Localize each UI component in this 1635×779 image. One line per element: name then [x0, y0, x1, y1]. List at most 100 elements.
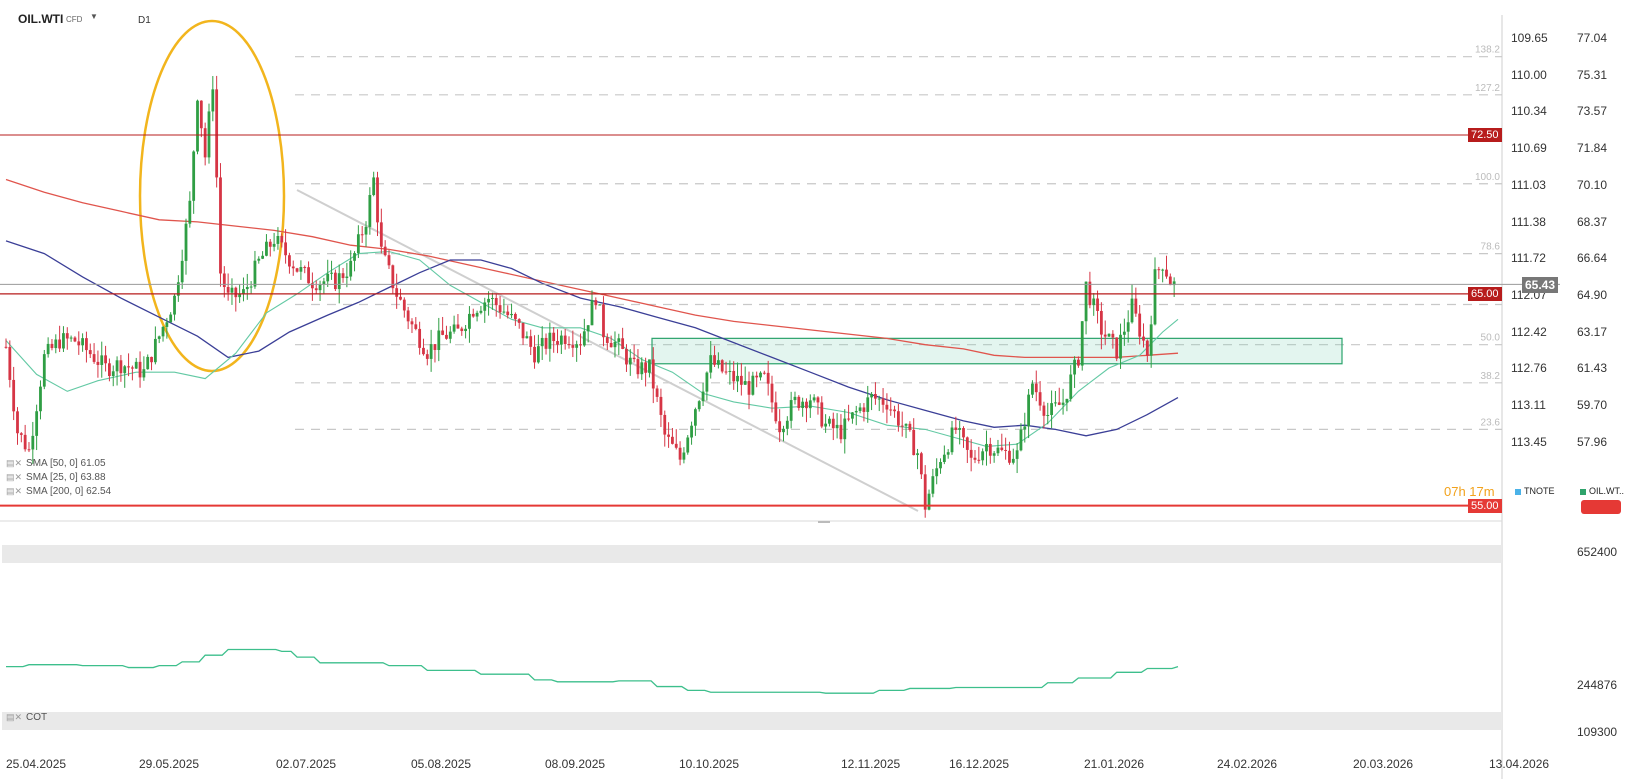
candle-body [881, 398, 885, 405]
candle-body [437, 330, 441, 350]
candle-body [349, 260, 353, 277]
compare-legend-tnote[interactable]: TNOTE [1515, 486, 1555, 496]
candle-body [1038, 392, 1042, 406]
compare-legend-oil[interactable]: OIL.WT.. [1580, 486, 1624, 496]
chevron-down-icon[interactable]: ▼ [90, 12, 98, 21]
candle-body [935, 468, 939, 477]
candle-body [54, 339, 58, 349]
candle-body [1165, 269, 1168, 277]
candle-body [1011, 458, 1015, 463]
candle-body [732, 370, 736, 382]
candle-body [192, 151, 196, 201]
price-marker-72-50[interactable]: 72.50 [1468, 128, 1502, 143]
candle-body [276, 235, 280, 244]
candle-body [981, 451, 985, 461]
indicator-sma50[interactable]: ▤✕ SMA [50, 0] 61.05 [6, 457, 106, 470]
candle-body [586, 325, 590, 332]
candle-body [962, 428, 965, 438]
settings-icon[interactable]: ▤✕ [6, 712, 23, 722]
candle-body [736, 375, 739, 382]
settings-icon[interactable]: ▤✕ [6, 458, 23, 468]
candle-body [521, 322, 525, 339]
candle-body [456, 324, 460, 329]
candle-body [364, 226, 368, 235]
compare-tick-label: 110.34 [1511, 104, 1547, 119]
candle-body [778, 421, 782, 433]
symbol-label[interactable]: OIL.WTI [18, 12, 64, 26]
candle-body [1069, 374, 1073, 399]
candle-body [782, 428, 785, 433]
candle-body [1092, 298, 1096, 306]
candle-body [950, 427, 954, 453]
candle-body [111, 371, 115, 377]
candle-body [923, 474, 927, 510]
candle-body [866, 397, 870, 412]
candle-body [889, 409, 893, 411]
fib-label: 78.6 [1481, 242, 1501, 253]
candle-body [506, 311, 510, 316]
candle-body [383, 246, 387, 256]
candle-body [701, 391, 705, 402]
candle-body [161, 326, 165, 337]
candle-body [1080, 321, 1084, 366]
price-tick-label: 75.31 [1577, 67, 1608, 82]
settings-icon[interactable]: ▤✕ [6, 486, 23, 496]
compare-tick-label: 109.65 [1511, 30, 1548, 45]
candle-body [261, 255, 265, 259]
fib-label: 50.0 [1481, 333, 1501, 344]
candle-body [544, 337, 548, 349]
candle-body [900, 425, 904, 427]
candle-body [992, 453, 996, 456]
candle-body [870, 394, 873, 398]
support-zone[interactable] [651, 337, 1343, 365]
candle-body [92, 354, 96, 362]
settings-icon[interactable]: ▤✕ [6, 472, 23, 482]
compare-tick-label: 110.69 [1511, 141, 1547, 156]
candle-body [502, 311, 506, 313]
candle-body [862, 407, 866, 412]
candle-body [563, 335, 567, 345]
candle-body [1050, 403, 1053, 416]
candle-body [429, 344, 433, 359]
alert-button[interactable] [1581, 500, 1621, 514]
candle-body [651, 359, 655, 389]
price-tick-label: 57.96 [1577, 434, 1608, 449]
candle-body [766, 372, 770, 384]
trendline [296, 189, 919, 512]
candle-body [291, 266, 295, 269]
cot-band-bottom [2, 712, 1502, 730]
candle-body [816, 397, 820, 403]
candle-body [58, 339, 62, 349]
cot-tick-label: 109300 [1577, 725, 1618, 739]
candle-body [1111, 333, 1115, 338]
candle-body [510, 313, 513, 316]
price-marker-65-00[interactable]: 65.00 [1468, 286, 1502, 301]
candle-body [575, 344, 579, 348]
candle-body [1126, 322, 1130, 332]
horizontal-price-lines[interactable] [0, 134, 1560, 507]
indicator-sma25[interactable]: ▤✕ SMA [25, 0] 63.88 [6, 471, 106, 484]
candle-body [253, 260, 257, 287]
candle-body [16, 411, 19, 434]
date-tick-label: 20.03.2026 [1353, 757, 1414, 771]
candle-body [414, 324, 418, 329]
cot-legend[interactable]: ▤✕ COT [6, 712, 47, 723]
candle-body [801, 401, 805, 408]
cot-tick-label: 652400 [1577, 545, 1618, 559]
candle-body [939, 461, 942, 469]
candle-body [525, 336, 529, 339]
candle-body [598, 304, 602, 306]
candle-body [1019, 429, 1023, 451]
indicator-sma200[interactable]: ▤✕ SMA [200, 0] 62.54 [6, 485, 111, 498]
cot-band-top [2, 545, 1502, 563]
candle-body [720, 360, 724, 372]
candle-body [751, 375, 755, 395]
candle-body [1130, 298, 1134, 323]
candle-body [360, 234, 364, 236]
timeframe-label[interactable]: D1 [138, 15, 151, 26]
candle-body [686, 437, 690, 453]
price-marker-55-00[interactable]: 55.00 [1468, 498, 1502, 513]
candle-body [115, 360, 119, 372]
